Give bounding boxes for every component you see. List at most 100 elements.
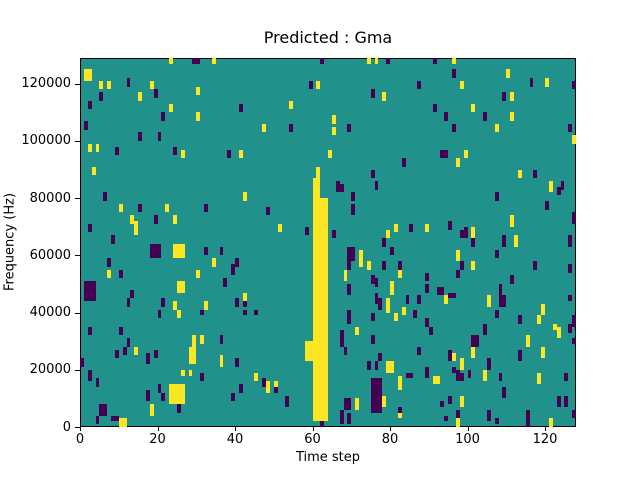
heatmap-cell <box>510 112 514 121</box>
heatmap-cell <box>568 324 573 333</box>
y-tick-mark <box>75 369 80 371</box>
heatmap-cell <box>347 309 352 325</box>
heatmap-cell <box>486 295 491 307</box>
heatmap-cell <box>374 278 379 287</box>
heatmap-cell <box>366 261 371 270</box>
heatmap-cell <box>211 58 216 64</box>
heatmap-cell <box>432 375 441 385</box>
x-tick-mark <box>80 427 81 431</box>
heatmap-cell <box>440 401 445 407</box>
heatmap-cell <box>238 384 243 393</box>
heatmap-cell <box>126 338 131 347</box>
heatmap-cell <box>347 123 352 133</box>
heatmap-cell <box>219 355 224 367</box>
heatmap-cell <box>80 358 84 367</box>
heatmap-cell <box>405 372 414 379</box>
heatmap-cell <box>200 372 204 382</box>
x-tick-label: 40 <box>226 432 244 447</box>
y-tick-label: 120000 <box>21 76 71 92</box>
heatmap-cell <box>111 415 119 422</box>
heatmap-cell <box>572 409 576 419</box>
heatmap-cell <box>285 395 290 407</box>
heatmap-cell <box>176 281 185 293</box>
heatmap-cell <box>211 258 216 267</box>
heatmap-cell <box>510 215 514 227</box>
heatmap-cell <box>254 309 259 316</box>
heatmap-cell <box>405 295 410 304</box>
y-tick-mark <box>75 198 80 200</box>
x-tick-mark <box>545 427 546 431</box>
heatmap-plot-area <box>80 58 576 427</box>
heatmap-cell <box>262 378 266 387</box>
heatmap-cell <box>355 326 359 336</box>
x-tick-label: 80 <box>381 432 399 447</box>
heatmap-cell <box>266 206 270 216</box>
heatmap-cell <box>378 352 383 362</box>
x-tick-label: 20 <box>149 432 166 447</box>
chart-title: Predicted : Gma <box>263 28 393 47</box>
heatmap-cell <box>289 100 294 110</box>
heatmap-cell <box>180 369 185 376</box>
heatmap-cell <box>347 261 352 270</box>
heatmap-cell <box>455 409 460 419</box>
heatmap-cell <box>130 215 135 224</box>
heatmap-cell <box>339 409 344 425</box>
heatmap-cell <box>316 80 321 90</box>
heatmap-cell <box>533 261 538 270</box>
x-tick-mark <box>312 427 314 431</box>
heatmap-cell <box>99 404 108 416</box>
heatmap-cell <box>289 123 294 133</box>
heatmap-cell <box>471 261 476 270</box>
heatmap-cell <box>452 69 456 79</box>
heatmap-cell <box>498 372 503 382</box>
heatmap-cell <box>223 278 228 287</box>
heatmap-cell <box>448 395 452 405</box>
heatmap-cell <box>382 395 387 407</box>
heatmap-cell <box>351 192 356 202</box>
heatmap-cell <box>138 203 142 213</box>
heatmap-cell <box>471 335 480 347</box>
heatmap-cell <box>393 312 398 322</box>
heatmap-cell <box>452 58 456 64</box>
heatmap-cell <box>118 418 127 427</box>
heatmap-cell <box>564 372 569 382</box>
heatmap-cell <box>359 249 363 267</box>
y-tick-label: 60000 <box>29 247 71 263</box>
heatmap-cell <box>498 283 503 296</box>
x-tick-mark <box>235 427 236 431</box>
heatmap-cell <box>242 292 247 302</box>
heatmap-cell <box>382 261 387 270</box>
heatmap-cell <box>231 263 235 276</box>
heatmap-cell <box>436 286 445 296</box>
heatmap-cell <box>541 346 545 359</box>
heatmap-cell <box>572 135 576 144</box>
heatmap-cell <box>409 223 414 233</box>
heatmap-cell <box>545 201 549 210</box>
heatmap-cell <box>114 146 119 156</box>
heatmap-cell <box>459 358 464 370</box>
x-tick-label: 60 <box>304 432 321 447</box>
heatmap-cell <box>382 238 387 247</box>
heatmap-cell <box>378 298 383 310</box>
y-tick-mark <box>75 255 80 257</box>
heatmap-cell <box>386 58 390 64</box>
heatmap-cell <box>370 312 375 322</box>
heatmap-cell <box>192 58 201 64</box>
heatmap-cell <box>118 326 123 336</box>
heatmap-cell <box>517 349 522 362</box>
heatmap-cell <box>428 326 433 336</box>
heatmap-cell <box>572 212 576 224</box>
heatmap-cell <box>506 69 511 79</box>
heatmap-cell <box>254 372 259 382</box>
heatmap-cell <box>459 80 464 90</box>
heatmap-cell <box>374 58 379 64</box>
heatmap-cell <box>370 335 375 345</box>
heatmap-cell <box>537 315 542 325</box>
heatmap-cell <box>494 249 499 259</box>
heatmap-cell <box>417 346 421 356</box>
heatmap-cell <box>331 126 336 136</box>
heatmap-cell <box>204 301 208 310</box>
heatmap-cell <box>455 415 460 427</box>
heatmap-cell <box>572 80 576 90</box>
